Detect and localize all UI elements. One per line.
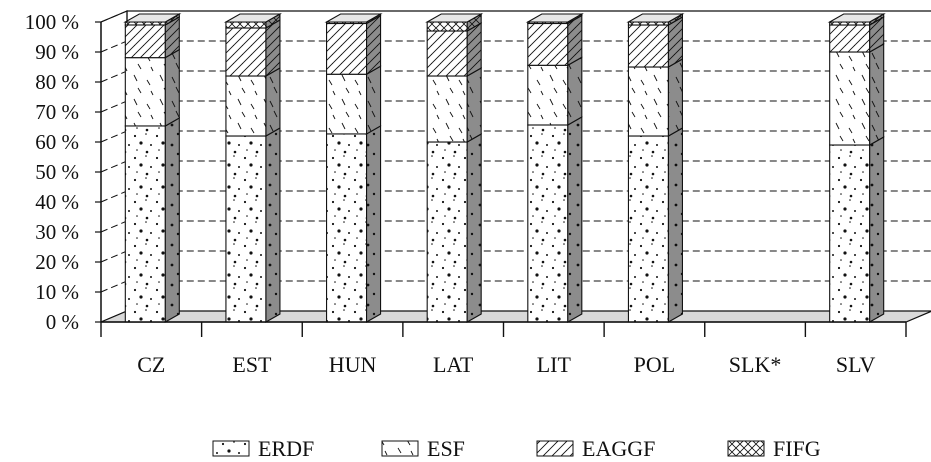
bar-segment-eaggf — [829, 24, 871, 53]
legend-label: EAGGF — [582, 436, 655, 461]
bar-segment-erdf-side — [567, 116, 583, 323]
bar-segment-esf-side — [466, 67, 482, 143]
bar-segment-erdf — [527, 124, 569, 323]
bar-top-face — [425, 13, 484, 23]
legend-label: FIFG — [773, 436, 821, 461]
bar-segment-esf-side — [164, 48, 180, 127]
bar-segment-esf-side — [869, 43, 885, 146]
legend-item-fifg: FIFG — [727, 436, 821, 461]
legend-swatch — [536, 440, 574, 457]
y-tick-label: 30 % — [35, 220, 79, 244]
bar-top-face — [324, 13, 383, 23]
bar-segment-esf-side — [567, 56, 583, 126]
bar-segment-esf — [426, 75, 468, 143]
bar-top-face — [626, 13, 685, 23]
bar-segment-eaggf-side — [265, 19, 281, 77]
bar-segment-eaggf — [124, 24, 166, 59]
category-label: POL — [634, 352, 676, 377]
bar-segment-erdf — [124, 125, 166, 323]
category-label: CZ — [137, 352, 165, 377]
bar-segment-erdf — [829, 144, 871, 323]
bar-segment-eaggf-side — [466, 22, 482, 77]
category-label: EST — [232, 352, 272, 377]
bar-segment-esf-side — [667, 58, 683, 137]
y-tick-label: 10 % — [35, 280, 79, 304]
bar-segment-fifg — [225, 21, 267, 29]
legend: ERDF ESF EAGGF FIFG — [212, 436, 821, 461]
bar-segment-eaggf-side — [567, 14, 583, 67]
y-tick-label: 50 % — [35, 160, 79, 184]
legend-item-erdf: ERDF — [212, 436, 314, 461]
bar-hun — [324, 13, 383, 323]
axes — [100, 22, 907, 337]
category-label: LAT — [433, 352, 474, 377]
bar-segment-esf — [326, 73, 368, 135]
y-tick-label: 0 % — [46, 310, 79, 334]
bar-top-face — [223, 13, 283, 23]
y-tick-label: 100 % — [25, 10, 79, 34]
bar-segment-erdf-side — [265, 127, 281, 323]
bar-lat — [425, 13, 484, 323]
bar-segment-erdf-side — [164, 117, 180, 323]
bar-segment-erdf — [225, 135, 267, 323]
gridline — [100, 10, 931, 23]
bar-segment-erdf-side — [869, 136, 885, 323]
y-axis-ticks: 0 % 10 % 20 % 30 % 40 % 50 % 60 % 70 % 80 % 90 % 1… — [25, 10, 101, 334]
bar-top-face — [525, 13, 584, 23]
bar-segment-erdf-side — [667, 127, 683, 323]
bar-segment-eaggf — [426, 30, 468, 77]
bar-segment-eaggf — [326, 22, 368, 75]
bar-segment-esf — [627, 66, 669, 137]
y-tick-label: 90 % — [35, 40, 79, 64]
bar-segment-eaggf — [527, 22, 569, 66]
y-tick-label: 40 % — [35, 190, 79, 214]
bar-slv — [827, 13, 886, 323]
legend-item-esf: ESF — [381, 436, 465, 461]
legend-label: ERDF — [258, 436, 314, 461]
bar-top-face — [123, 13, 182, 23]
legend-swatch — [381, 440, 419, 457]
bar-segment-eaggf-side — [667, 16, 683, 68]
y-tick-label: 20 % — [35, 250, 79, 274]
bar-segment-esf-side — [265, 67, 281, 137]
x-axis-categories: CZ EST HUN LAT LIT POL SLK* SLV — [137, 352, 875, 377]
y-tick-label: 80 % — [35, 70, 79, 94]
bar-segment-erdf-side — [366, 124, 382, 323]
category-label: LIT — [537, 352, 572, 377]
bar-est — [223, 13, 283, 323]
bar-segment-fifg — [426, 21, 468, 32]
y-tick-label: 60 % — [35, 130, 79, 154]
bar-top-face — [827, 13, 886, 23]
bar-lit — [525, 13, 584, 323]
bar-segment-erdf — [426, 141, 468, 323]
legend-swatch — [727, 440, 765, 457]
bar-segment-eaggf — [225, 27, 267, 77]
legend-item-eaggf: EAGGF — [536, 436, 655, 461]
y-tick-label: 70 % — [35, 100, 79, 124]
category-label: HUN — [329, 352, 377, 377]
category-label: SLK* — [729, 352, 782, 377]
bar-segment-eaggf — [627, 24, 669, 68]
legend-label: ESF — [427, 436, 465, 461]
bar-pol — [626, 13, 685, 323]
bar-segment-esf — [829, 51, 871, 146]
bar-segment-esf — [225, 75, 267, 137]
bar-segment-esf — [527, 64, 569, 126]
bars — [123, 13, 886, 323]
bar-segment-eaggf-side — [366, 14, 382, 76]
bar-segment-esf — [124, 57, 166, 127]
bar-segment-erdf — [326, 133, 368, 323]
bar-segment-erdf — [627, 135, 669, 323]
category-label: SLV — [836, 352, 876, 377]
bar-cz — [123, 13, 182, 323]
bar-segment-erdf-side — [466, 133, 482, 323]
bar-segment-esf-side — [366, 65, 382, 135]
legend-swatch — [212, 440, 250, 457]
